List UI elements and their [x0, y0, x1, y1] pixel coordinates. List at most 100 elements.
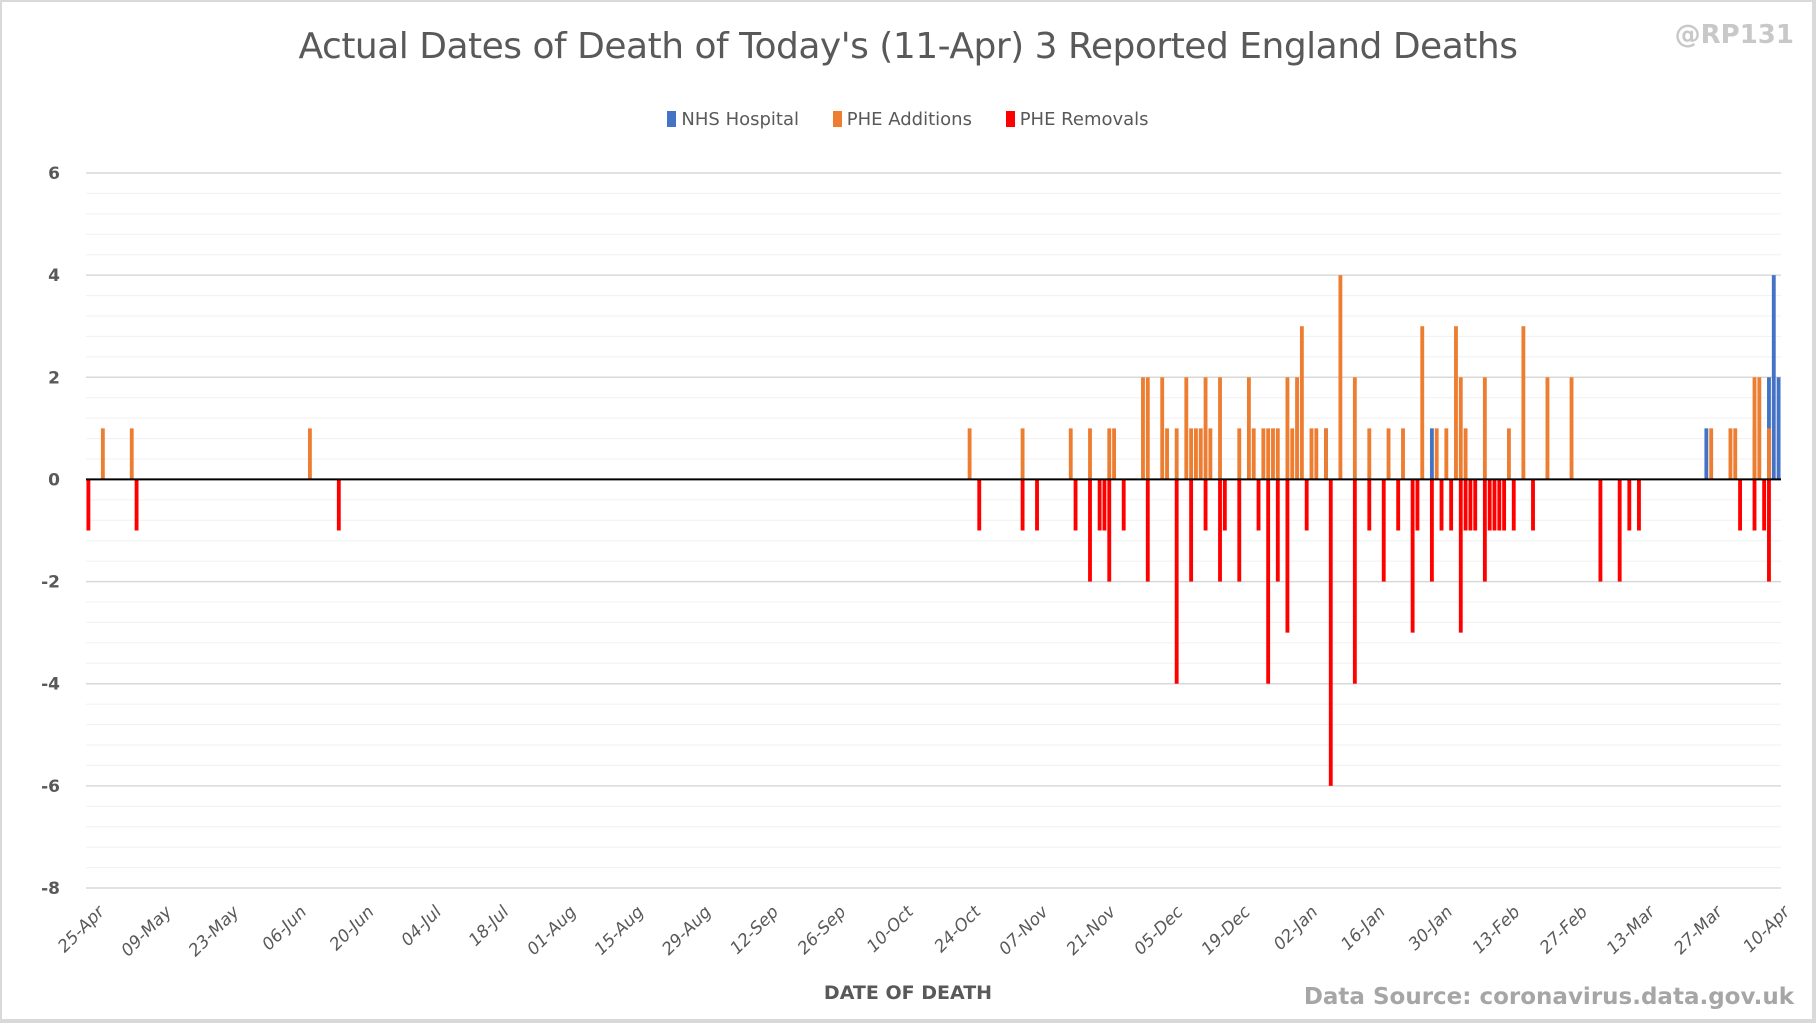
bar-phe-additions — [1246, 377, 1251, 480]
y-tick-label: 2 — [48, 368, 60, 388]
bar-phe-removals — [1145, 479, 1150, 582]
bar-phe-removals — [1203, 479, 1208, 531]
bar-phe-removals — [1752, 479, 1757, 531]
bar-phe-removals — [1637, 479, 1641, 531]
legend-swatch-phe-removals — [1005, 111, 1015, 127]
bar-nhs-hospital — [1767, 377, 1771, 480]
bar-phe-removals — [1275, 479, 1280, 582]
bar-phe-removals — [1497, 479, 1502, 531]
bar-phe-additions — [307, 428, 312, 480]
x-tick-label: 06-Jun — [258, 902, 311, 955]
x-tick-label: 09-May — [118, 902, 177, 961]
bar-phe-additions — [1757, 377, 1762, 480]
bar-phe-additions — [1521, 326, 1526, 480]
x-tick-label: 29-Aug — [658, 902, 715, 959]
bar-phe-removals — [1256, 479, 1261, 531]
bar-phe-additions — [1189, 428, 1194, 480]
bar-phe-removals — [977, 479, 982, 531]
bar-phe-additions — [1507, 428, 1511, 480]
bar-phe-additions — [1367, 428, 1372, 480]
bar-phe-removals — [1285, 479, 1290, 633]
bar-phe-removals — [1328, 479, 1333, 786]
bar-nhs-hospital — [1704, 428, 1709, 480]
bar-phe-additions — [1709, 428, 1714, 480]
x-tick-label: 15-Aug — [591, 902, 648, 959]
bar-phe-additions — [1324, 428, 1328, 480]
bar-phe-removals — [1738, 479, 1742, 531]
bar-phe-additions — [1386, 428, 1391, 480]
bar-phe-removals — [1449, 479, 1454, 531]
x-tick-label: 30-Jan — [1405, 902, 1457, 954]
bar-phe-additions — [1463, 428, 1468, 480]
bar-phe-removals — [1189, 479, 1194, 582]
bar-phe-additions — [1160, 377, 1165, 480]
bar-phe-removals — [1304, 479, 1309, 531]
bar-phe-additions — [129, 428, 134, 480]
bar-phe-additions — [1198, 428, 1203, 480]
bar-phe-removals — [1468, 479, 1473, 531]
bar-phe-additions — [1184, 377, 1189, 480]
bar-phe-additions — [1352, 377, 1357, 480]
x-tick-label: 13-Mar — [1603, 901, 1660, 958]
bar-phe-removals — [1352, 479, 1357, 684]
bar-phe-additions — [1295, 377, 1299, 480]
bar-phe-removals — [1035, 479, 1039, 531]
bar-phe-removals — [1102, 479, 1107, 531]
bar-phe-additions — [1194, 428, 1198, 480]
bar-phe-additions — [1218, 377, 1222, 480]
bar-phe-removals — [1439, 479, 1444, 531]
y-tick-label: -8 — [41, 879, 60, 899]
bar-phe-removals — [1088, 479, 1092, 582]
data-source: Data Source: coronavirus.data.gov.uk — [1303, 984, 1794, 1010]
bar-nhs-hospital — [1771, 275, 1776, 480]
bar-phe-additions — [1251, 428, 1256, 480]
bar-phe-removals — [1218, 479, 1222, 582]
y-tick-label: -6 — [41, 777, 60, 797]
x-tick-label: 27-Mar — [1670, 901, 1727, 958]
axes: 6 4 2 0 -2 -4 -6 -8 25-Apr 09-May 23-May 06-Jun 20-J… — [41, 164, 1795, 961]
bar-phe-removals — [1020, 479, 1025, 531]
bar-phe-removals — [1266, 479, 1271, 684]
bar-phe-additions — [1290, 428, 1295, 480]
bars — [86, 275, 1781, 786]
bar-phe-additions — [1088, 428, 1092, 480]
x-tick-label: 04-Jul — [398, 902, 446, 950]
y-tick-label: 6 — [48, 164, 60, 184]
bar-phe-removals — [1487, 479, 1492, 531]
bar-phe-removals — [1367, 479, 1372, 531]
bar-phe-additions — [1420, 326, 1425, 480]
legend-swatch-phe-additions — [832, 111, 842, 127]
grid — [86, 172, 1781, 889]
y-tick-label: 0 — [48, 470, 60, 490]
bar-phe-removals — [1492, 479, 1497, 531]
bar-phe-additions — [1165, 428, 1169, 480]
legend-item-nhs-hospital: NHS Hospital — [667, 109, 799, 130]
bar-phe-removals — [1598, 479, 1603, 582]
bar-phe-additions — [1338, 275, 1343, 480]
x-tick-label: 26-Sep — [794, 902, 851, 959]
x-tick-label: 13-Feb — [1469, 902, 1525, 958]
x-tick-label: 20-Jun — [326, 902, 379, 955]
bar-phe-removals — [336, 479, 341, 531]
bar-phe-removals — [1107, 479, 1112, 582]
x-tick-label: 18-Jul — [465, 902, 513, 950]
x-tick-label: 01-Aug — [523, 902, 580, 959]
bar-phe-additions — [1020, 428, 1025, 480]
bar-phe-additions — [1569, 377, 1574, 480]
bar-nhs-hospital — [1776, 377, 1781, 480]
bar-phe-removals — [1531, 479, 1535, 531]
bar-phe-removals — [1097, 479, 1102, 531]
x-tick-label: 23-May — [185, 902, 244, 961]
x-tick-label: 02-Jan — [1270, 902, 1322, 954]
bar-phe-removals — [86, 479, 91, 531]
bar-phe-additions — [1401, 428, 1405, 480]
bar-phe-removals — [1502, 479, 1507, 531]
bar-phe-additions — [1545, 377, 1550, 480]
legend-label: NHS Hospital — [681, 109, 800, 130]
bar-phe-additions — [1271, 428, 1275, 480]
bar-phe-additions — [100, 428, 105, 480]
bar-phe-removals — [1174, 479, 1179, 684]
legend-item-phe-additions: PHE Additions — [832, 109, 972, 130]
x-tick-label: 12-Sep — [726, 902, 783, 959]
bar-phe-additions — [1145, 377, 1150, 480]
